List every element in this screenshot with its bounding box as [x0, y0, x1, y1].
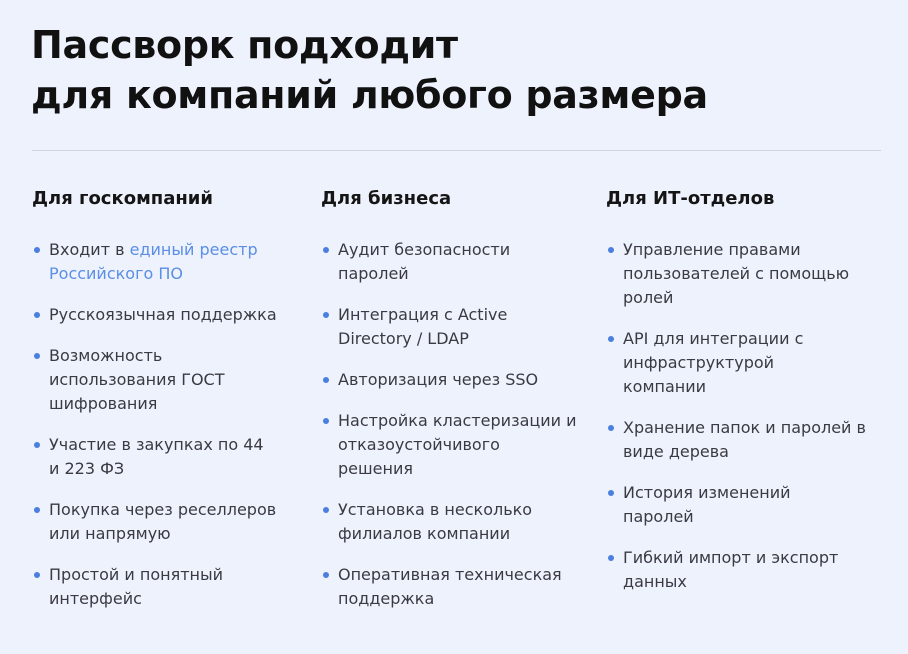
bullet-icon [323, 507, 329, 513]
bullet-icon [608, 336, 614, 342]
bullet-icon [608, 247, 614, 253]
bullet-icon [323, 418, 329, 424]
list-item: Простой и понятный интерфейс [32, 563, 249, 611]
registry-link[interactable]: единый реестр Российского ПО [49, 240, 258, 283]
list-item: Аудит безопасности паролей [321, 238, 538, 286]
column-heading: Для ИТ-отделов [606, 188, 775, 209]
bullet-icon [34, 572, 40, 578]
bullet-icon [34, 442, 40, 448]
bullet-icon [323, 377, 329, 383]
list-item: Оперативная техническая поддержка [321, 563, 578, 611]
list-item: API для интеграции с инфраструктурой ком… [606, 327, 808, 399]
list-item: Авторизация через SSO [321, 368, 571, 392]
list-item: Хранение папок и паролей в виде дерева [606, 416, 873, 464]
bullet-icon [323, 572, 329, 578]
list-item: История изменений паролей [606, 481, 833, 529]
bullet-icon [34, 247, 40, 253]
list-item: Покупка через реселлеров или напрямую [32, 498, 299, 546]
page-title: Пассворк подходит для компаний любого ра… [31, 20, 708, 120]
bullet-icon [34, 507, 40, 513]
bullet-icon [608, 490, 614, 496]
list-item: Возможность использования ГОСТ шифровани… [32, 344, 239, 416]
feature-list: Управление правами пользователей с помощ… [606, 238, 866, 594]
bullet-icon [34, 353, 40, 359]
divider [32, 150, 881, 151]
list-item: Управление правами пользователей с помощ… [606, 238, 863, 310]
list-item: Настройка кластеризации и отказоустойчив… [321, 409, 578, 481]
title-line-2: для компаний любого размера [31, 73, 708, 117]
column-heading: Для бизнеса [321, 188, 452, 209]
bullet-icon [608, 425, 614, 431]
list-item: Установка в несколько филиалов компании [321, 498, 558, 546]
column-business: Для бизнеса Аудит безопасности паролей И… [321, 186, 577, 628]
column-it: Для ИТ-отделов Управление правами пользо… [606, 186, 866, 611]
feature-list: Аудит безопасности паролей Интеграция с … [321, 238, 577, 611]
bullet-icon [323, 312, 329, 318]
list-item: Интеграция с Active Directory / LDAP [321, 303, 538, 351]
list-item: Входит в единый реестр Российского ПО [32, 238, 282, 286]
list-item: Гибкий импорт и экспорт данных [606, 546, 863, 594]
column-heading: Для госкомпаний [32, 188, 214, 209]
column-government: Для госкомпаний Входит в единый реестр Р… [32, 186, 282, 628]
bullet-icon [608, 555, 614, 561]
feature-list: Входит в единый реестр Российского ПО Ру… [32, 238, 282, 611]
list-item: Русскоязычная поддержка [32, 303, 282, 327]
bullet-icon [34, 312, 40, 318]
list-item: Участие в закупках по 44 и 223 ФЗ [32, 433, 274, 481]
bullet-icon [323, 247, 329, 253]
title-line-1: Пассворк подходит [31, 23, 458, 67]
